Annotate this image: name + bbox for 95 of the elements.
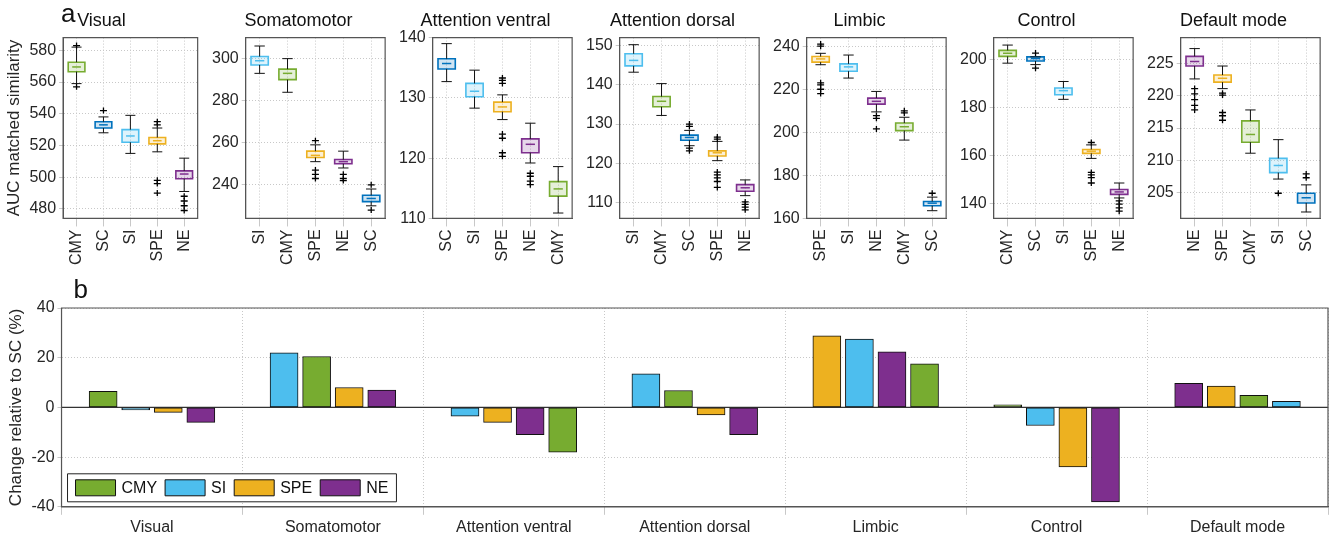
x-tick-label: NE <box>174 229 192 252</box>
y-tick-label: 560 <box>29 72 57 90</box>
y-tick-label: 220 <box>1146 86 1174 104</box>
x-tick-label: SI <box>838 229 856 245</box>
legend-label: SI <box>211 479 227 497</box>
y-axis-title: Change relative to SC (%) <box>5 308 25 507</box>
x-tick-label: SPE <box>305 229 323 262</box>
x-tick-label: SC <box>679 229 697 252</box>
y-tick-label: 130 <box>585 114 613 132</box>
y-tick-label: 0 <box>45 397 55 415</box>
x-tick-label: SC <box>922 229 940 252</box>
x-tick-label: SPE <box>147 229 165 262</box>
y-axis-title: AUC matched similarity <box>3 39 23 217</box>
y-tick-label: 200 <box>772 122 800 140</box>
y-tick-label: 580 <box>29 40 57 58</box>
x-tick-label: Limbic <box>852 517 899 535</box>
y-tick-label: 225 <box>1146 53 1174 71</box>
y-tick-label: 500 <box>29 167 57 185</box>
y-tick-label: 140 <box>398 28 426 46</box>
chart-title: Limbic <box>833 9 886 30</box>
x-tick-label: CMY <box>277 229 295 266</box>
y-tick-label: 160 <box>959 146 987 164</box>
x-tick-label: SI <box>1053 229 1071 245</box>
text: b <box>73 274 88 304</box>
y-tick-label: 160 <box>772 208 800 226</box>
y-tick-label: 120 <box>585 153 613 171</box>
y-tick-label: 120 <box>398 148 426 166</box>
y-tick-label: 215 <box>1146 118 1174 136</box>
x-tick-label: SC <box>1025 229 1043 252</box>
y-tick-label: 205 <box>1146 183 1174 201</box>
legend-label: CMY <box>121 479 158 497</box>
chart-title: Control <box>1017 9 1076 30</box>
y-tick-label: -20 <box>31 447 55 465</box>
x-tick-label: NE <box>1185 229 1203 252</box>
x-tick-label: Control <box>1030 517 1083 535</box>
y-tick-label: -40 <box>31 497 55 515</box>
y-tick-label: 150 <box>585 35 613 53</box>
chart-title: Attention ventral <box>420 9 551 30</box>
y-tick-label: 260 <box>211 133 239 151</box>
x-tick-label: SPE <box>811 229 829 262</box>
y-tick-label: 520 <box>29 135 57 153</box>
x-tick-label: CMY <box>894 229 912 266</box>
x-tick-label: SI <box>250 229 268 245</box>
x-tick-label: Somatomotor <box>284 517 382 535</box>
y-tick-label: 540 <box>29 104 57 122</box>
x-tick-label: NE <box>520 229 538 252</box>
x-tick-label: CMY <box>66 229 84 266</box>
y-tick-label: 20 <box>36 348 55 366</box>
y-tick-label: 40 <box>36 298 55 316</box>
chart-title: Attention dorsal <box>609 9 736 30</box>
chart-title: Somatomotor <box>244 9 353 30</box>
x-tick-label: SI <box>464 229 482 245</box>
x-tick-label: Attention ventral <box>456 517 572 535</box>
x-tick-label: CMY <box>998 229 1016 266</box>
y-tick-label: 180 <box>772 165 800 183</box>
legend-label: NE <box>366 479 389 497</box>
y-tick-label: 280 <box>211 91 239 109</box>
y-tick-label: 130 <box>398 88 426 106</box>
x-tick-label: SC <box>361 229 379 252</box>
x-tick-label: Visual <box>130 517 174 535</box>
x-tick-label: SPE <box>1212 229 1230 262</box>
y-tick-label: 180 <box>959 97 987 115</box>
x-tick-label: SI <box>624 229 642 245</box>
x-tick-label: Attention dorsal <box>639 517 751 535</box>
x-tick-label: CMY <box>1240 229 1258 266</box>
y-tick-label: 110 <box>587 193 613 211</box>
y-tick-label: 140 <box>959 194 987 212</box>
y-tick-label: 480 <box>29 199 57 217</box>
text: a <box>61 0 77 28</box>
x-tick-label: CMY <box>651 229 669 266</box>
y-tick-label: 200 <box>959 49 987 67</box>
x-tick-label: SC <box>93 229 111 252</box>
x-tick-label: SC <box>437 229 455 252</box>
x-tick-label: SC <box>1296 229 1314 252</box>
y-tick-label: 220 <box>772 79 800 97</box>
x-tick-label: SPE <box>707 229 725 262</box>
chart-title: Default mode <box>1179 9 1288 30</box>
x-tick-label: SPE <box>1081 229 1099 262</box>
y-tick-label: 240 <box>772 36 800 54</box>
x-tick-label: NE <box>735 229 753 252</box>
chart-title: Visual <box>77 9 126 30</box>
y-tick-label: 240 <box>211 175 239 193</box>
y-tick-label: 300 <box>211 49 239 67</box>
x-tick-label: SI <box>120 229 138 245</box>
x-tick-label: Default mode <box>1189 517 1286 535</box>
x-tick-label: SI <box>1268 229 1286 245</box>
y-tick-label: 210 <box>1146 150 1174 168</box>
x-tick-label: NE <box>1109 229 1127 252</box>
x-tick-label: NE <box>866 229 884 252</box>
y-tick-label: 110 <box>400 208 426 226</box>
x-tick-label: CMY <box>548 229 566 266</box>
legend-label: SPE <box>280 479 313 497</box>
x-tick-label: SPE <box>492 229 510 262</box>
y-tick-label: 140 <box>585 75 613 93</box>
x-tick-label: NE <box>333 229 351 252</box>
